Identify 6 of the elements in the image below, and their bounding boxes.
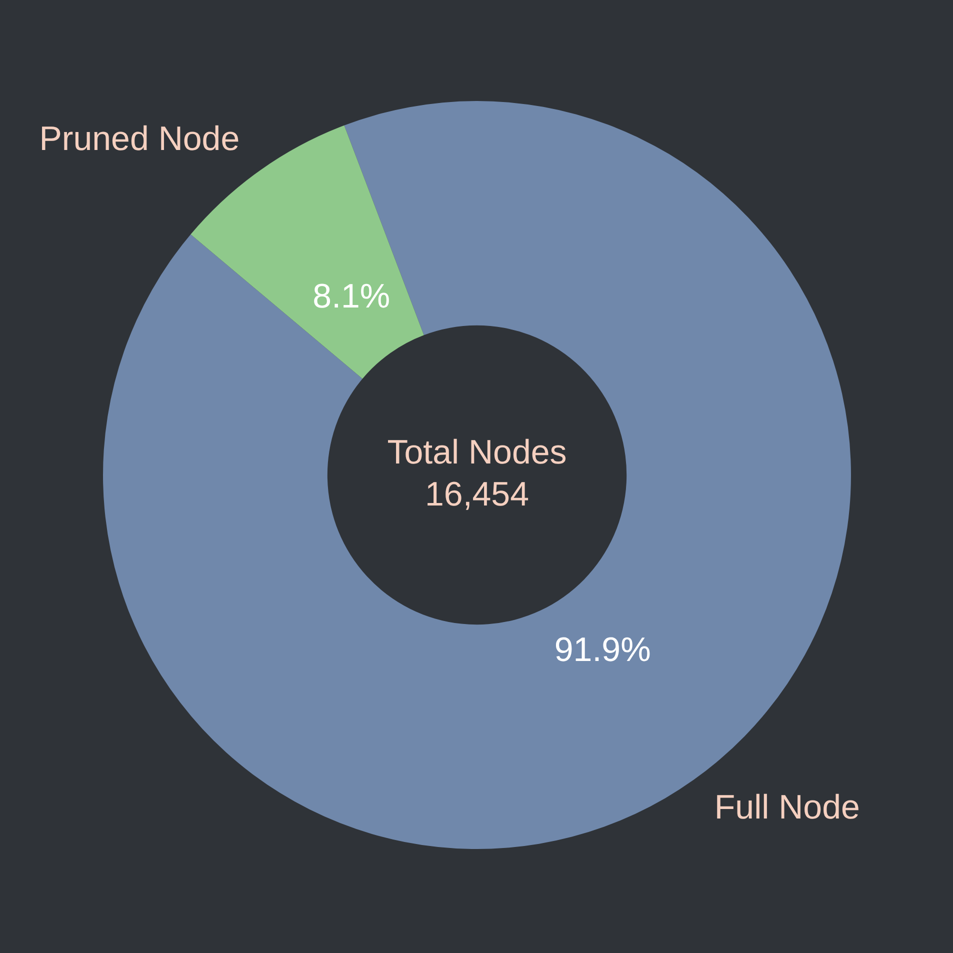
slice-label: Full Node [714,788,860,827]
text: Total Nodes [387,433,567,472]
slice-label: Pruned Node [39,120,240,158]
text: 16,454 [425,475,529,514]
data-label: 8.1% [312,278,390,316]
data-label: 91.9% [554,631,651,670]
